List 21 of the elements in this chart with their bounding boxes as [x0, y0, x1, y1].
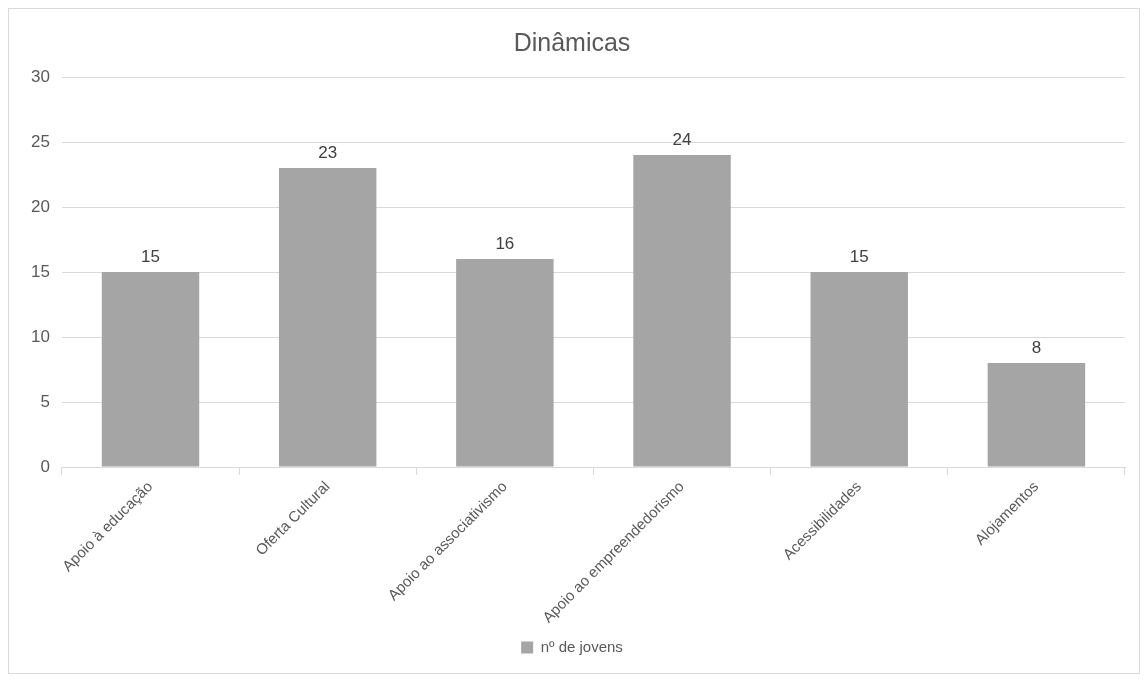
bar: [633, 155, 731, 467]
data-label: 15: [141, 247, 160, 267]
y-tick-label: 10: [30, 326, 50, 346]
bar: [987, 363, 1086, 467]
bar: [101, 272, 200, 467]
y-tick-label: 20: [30, 196, 50, 216]
y-tick-label: 5: [40, 391, 50, 411]
bar: [810, 272, 908, 467]
data-label: 15: [849, 247, 869, 267]
data-label: 23: [318, 143, 338, 163]
data-label: 8: [1031, 338, 1042, 358]
y-tick-label: 30: [30, 66, 50, 86]
bar: [456, 259, 554, 467]
data-label: 16: [495, 234, 515, 254]
data-label: 24: [672, 130, 692, 150]
y-tick-label: 25: [30, 131, 50, 151]
legend-label: nº de jovens: [540, 637, 623, 655]
bar: [278, 168, 377, 467]
y-tick-label: 0: [40, 456, 50, 476]
chart-title: Dinâmicas: [513, 27, 631, 56]
y-tick-label: 15: [30, 261, 50, 281]
